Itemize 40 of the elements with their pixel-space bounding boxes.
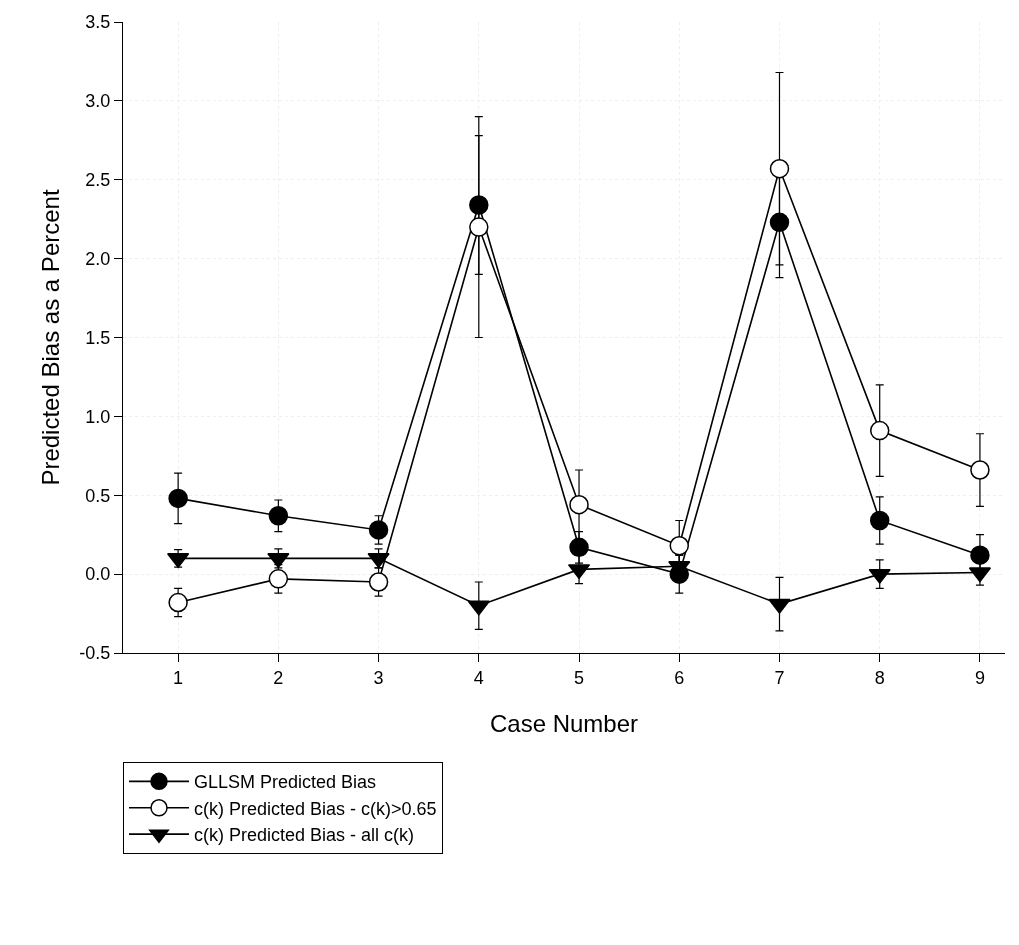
y-axis-title: Predicted Bias as a Percent: [37, 189, 65, 486]
y-tick-label: 3.0: [85, 91, 111, 112]
x-tick-label: 5: [574, 667, 585, 688]
y-tick-label: 2.5: [85, 170, 111, 191]
point: [569, 537, 589, 558]
point: [168, 488, 188, 509]
y-tick-label: 0.0: [85, 564, 111, 585]
legend-label: c(k) Predicted Bias - c(k)>0.65: [194, 798, 437, 819]
x-tick-label: 3: [373, 667, 384, 688]
point: [268, 569, 289, 589]
x-tick-label: 1: [173, 667, 184, 688]
y-tick-label: 2.0: [85, 248, 111, 269]
point: [769, 212, 790, 233]
point: [869, 420, 890, 441]
x-tick-label: 6: [674, 667, 685, 688]
point: [569, 494, 589, 515]
legend-label: GLLSM Predicted Bias: [194, 772, 377, 793]
legend-label: c(k) Predicted Bias - all c(k): [194, 825, 415, 846]
x-tick-label: 8: [874, 667, 885, 688]
y-tick-label: 3.5: [85, 12, 111, 33]
point: [469, 217, 489, 237]
x-tick-label: 4: [473, 667, 484, 688]
point: [268, 506, 289, 526]
y-tick-label: 1.5: [85, 327, 111, 348]
point: [970, 545, 990, 565]
point: [168, 592, 188, 613]
y-tick-label: 1.0: [85, 406, 111, 427]
x-tick-label: 2: [273, 667, 284, 688]
x-tick-label: 9: [974, 667, 985, 688]
point: [368, 520, 389, 540]
point: [469, 195, 489, 215]
point: [869, 510, 890, 531]
point: [769, 158, 790, 179]
point: [970, 460, 990, 480]
x-axis-title: Case Number: [489, 710, 639, 737]
x-tick-label: 7: [774, 667, 785, 688]
point: [669, 535, 690, 556]
y-tick-label: 0.5: [85, 485, 111, 506]
y-tick-label: -0.5: [79, 643, 111, 664]
point: [368, 572, 389, 592]
